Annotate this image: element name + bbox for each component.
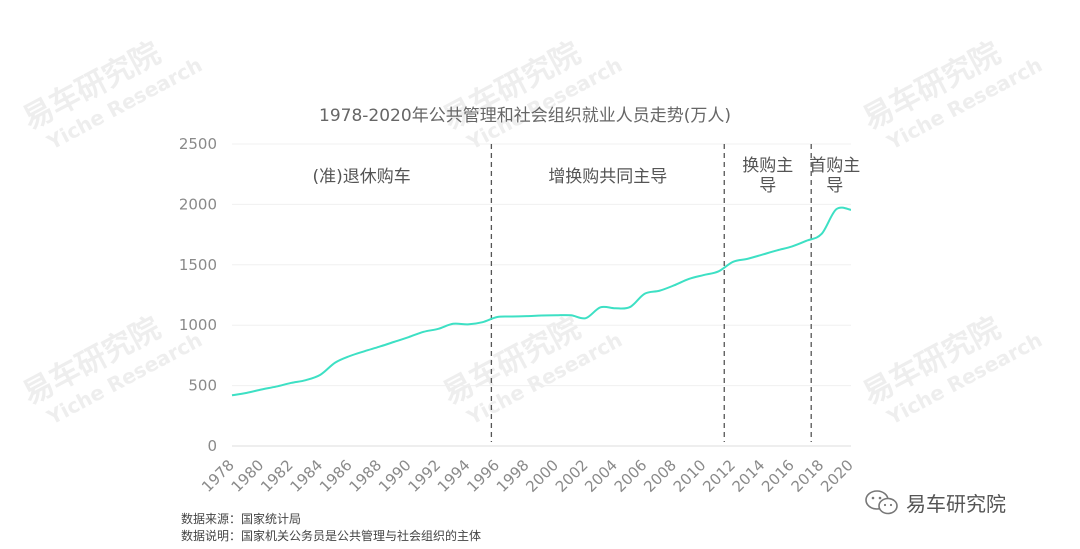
brand-logo: 易车研究院 [864, 488, 1006, 517]
region-label: 导 [759, 176, 776, 196]
y-tick-label: 0 [207, 437, 217, 455]
chart-title: 1978-2020年公共管理和社会组织就业人员走势(万人) [319, 106, 731, 126]
y-tick-label: 500 [188, 377, 217, 395]
x-tick-label: 2016 [758, 456, 798, 496]
y-tick-label: 2000 [179, 195, 217, 213]
series-line [231, 206, 852, 397]
x-tick-label: 2014 [729, 456, 769, 496]
region-label: 增换购共同主导 [548, 167, 667, 187]
y-tick-label: 1500 [179, 256, 217, 274]
x-tick-label: 2012 [699, 456, 739, 496]
x-tick-label: 1994 [434, 456, 474, 496]
x-tick-label: 2018 [788, 456, 828, 496]
data-source-note: 数据来源：国家统计局 [181, 512, 302, 526]
x-tick-label: 1986 [316, 456, 356, 496]
x-tick-label: 2002 [552, 456, 592, 496]
x-tick-label: 2020 [817, 456, 857, 496]
x-tick-label: 1980 [228, 456, 268, 496]
x-axis: 1978198019821984198619881990199219941996… [198, 456, 857, 496]
x-tick-label: 1998 [493, 456, 533, 496]
x-tick-label: 1988 [345, 456, 385, 496]
x-tick-label: 2010 [670, 456, 710, 496]
x-tick-label: 1978 [198, 456, 238, 496]
region-label: 换购主 [742, 156, 793, 176]
x-tick-label: 1996 [463, 456, 503, 496]
x-tick-label: 1990 [375, 456, 415, 496]
x-tick-label: 2008 [640, 456, 680, 496]
data-explanation-note: 数据说明：国家机关公务员是公共管理与社会组织的主体 [181, 529, 482, 543]
x-tick-label: 1992 [404, 456, 444, 496]
wechat-icon [865, 489, 898, 514]
region-label: 导 [826, 176, 843, 196]
brand-name: 易车研究院 [906, 492, 1006, 516]
x-tick-label: 2004 [581, 456, 621, 496]
region-label: 首购主 [809, 156, 860, 176]
y-tick-label: 2500 [179, 135, 217, 153]
region-label: (准)退休购车 [313, 167, 411, 187]
x-tick-label: 1984 [287, 456, 327, 496]
grid-lines [232, 143, 851, 447]
y-tick-label: 1000 [179, 316, 217, 334]
x-tick-label: 1982 [257, 456, 297, 496]
x-tick-label: 2006 [611, 456, 651, 496]
region-dividers [490, 144, 812, 442]
y-axis: 0 500 1000 1500 2000 2500 [179, 135, 217, 455]
x-tick-label: 2000 [522, 456, 562, 496]
